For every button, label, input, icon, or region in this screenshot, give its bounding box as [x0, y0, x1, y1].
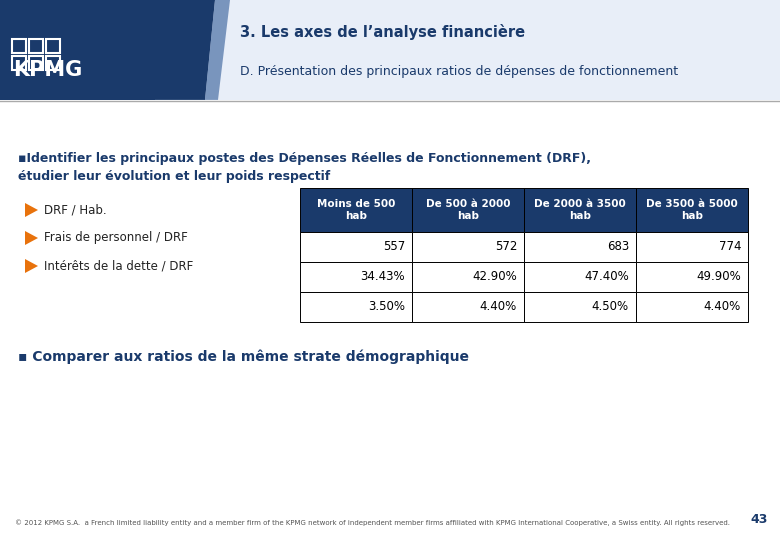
Text: 572: 572 — [495, 240, 517, 253]
Bar — [524, 188, 636, 232]
Text: 557: 557 — [383, 240, 405, 253]
Bar — [636, 262, 748, 292]
Text: D. Présentation des principaux ratios de dépenses de fonctionnement: D. Présentation des principaux ratios de… — [240, 65, 678, 78]
Text: 49.90%: 49.90% — [697, 271, 741, 284]
Text: Frais de personnel / DRF: Frais de personnel / DRF — [44, 232, 188, 245]
Text: 4.40%: 4.40% — [704, 300, 741, 314]
Bar — [524, 232, 636, 262]
Bar — [636, 292, 748, 322]
Bar — [0, 0, 155, 100]
Text: DRF / Hab.: DRF / Hab. — [44, 204, 107, 217]
Bar — [412, 188, 524, 232]
Text: Intérêts de la dette / DRF: Intérêts de la dette / DRF — [44, 260, 193, 273]
Polygon shape — [25, 231, 38, 245]
Text: 3. Les axes de l’analyse financière: 3. Les axes de l’analyse financière — [240, 24, 525, 40]
Polygon shape — [25, 203, 38, 217]
Text: 4.40%: 4.40% — [480, 300, 517, 314]
Text: 47.40%: 47.40% — [584, 271, 629, 284]
Text: 774: 774 — [718, 240, 741, 253]
Bar — [524, 292, 636, 322]
Text: De 3500 à 5000
hab: De 3500 à 5000 hab — [646, 199, 738, 221]
Text: 3.50%: 3.50% — [368, 300, 405, 314]
Text: ▪ Comparer aux ratios de la même strate démographique: ▪ Comparer aux ratios de la même strate … — [18, 350, 469, 364]
Polygon shape — [25, 259, 38, 273]
Bar — [412, 262, 524, 292]
Text: étudier leur évolution et leur poids respectif: étudier leur évolution et leur poids res… — [18, 170, 330, 183]
Text: 4.50%: 4.50% — [592, 300, 629, 314]
Bar — [46, 39, 60, 53]
Text: 683: 683 — [607, 240, 629, 253]
Text: Moins de 500
hab: Moins de 500 hab — [317, 199, 395, 221]
Bar — [12, 56, 26, 70]
Text: De 2000 à 3500
hab: De 2000 à 3500 hab — [534, 199, 626, 221]
Bar — [0, 0, 780, 100]
Text: KPMG: KPMG — [13, 60, 82, 80]
Text: 34.43%: 34.43% — [360, 271, 405, 284]
Text: © 2012 KPMG S.A.  a French limited liability entity and a member firm of the KPM: © 2012 KPMG S.A. a French limited liabil… — [15, 519, 730, 526]
Bar — [300, 292, 412, 322]
Text: De 500 à 2000
hab: De 500 à 2000 hab — [426, 199, 510, 221]
Bar — [300, 188, 412, 232]
Bar — [300, 262, 412, 292]
Polygon shape — [205, 0, 230, 100]
Bar — [300, 232, 412, 262]
Bar — [636, 232, 748, 262]
Bar — [412, 292, 524, 322]
Bar — [29, 39, 43, 53]
Bar — [46, 56, 60, 70]
Text: 43: 43 — [750, 513, 768, 526]
Bar — [524, 262, 636, 292]
Text: ▪Identifier les principaux postes des Dépenses Réelles de Fonctionnement (DRF),: ▪Identifier les principaux postes des Dé… — [18, 152, 591, 165]
Bar — [12, 39, 26, 53]
Bar — [29, 56, 43, 70]
Text: 42.90%: 42.90% — [472, 271, 517, 284]
Polygon shape — [155, 0, 215, 100]
Bar — [412, 232, 524, 262]
Bar — [636, 188, 748, 232]
